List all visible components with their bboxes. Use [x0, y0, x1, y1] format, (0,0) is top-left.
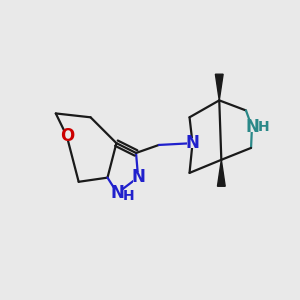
- Bar: [61, 131, 72, 141]
- Bar: [112, 188, 122, 198]
- Text: H: H: [122, 189, 134, 203]
- Text: N: N: [110, 184, 124, 202]
- Text: H: H: [257, 120, 269, 134]
- Polygon shape: [218, 160, 225, 186]
- Text: N: N: [245, 118, 259, 136]
- Text: O: O: [60, 127, 74, 145]
- Bar: [247, 122, 257, 132]
- Polygon shape: [215, 74, 223, 100]
- Bar: [133, 172, 143, 183]
- Text: N: N: [186, 134, 200, 152]
- Bar: [187, 138, 198, 148]
- Text: N: N: [131, 168, 145, 186]
